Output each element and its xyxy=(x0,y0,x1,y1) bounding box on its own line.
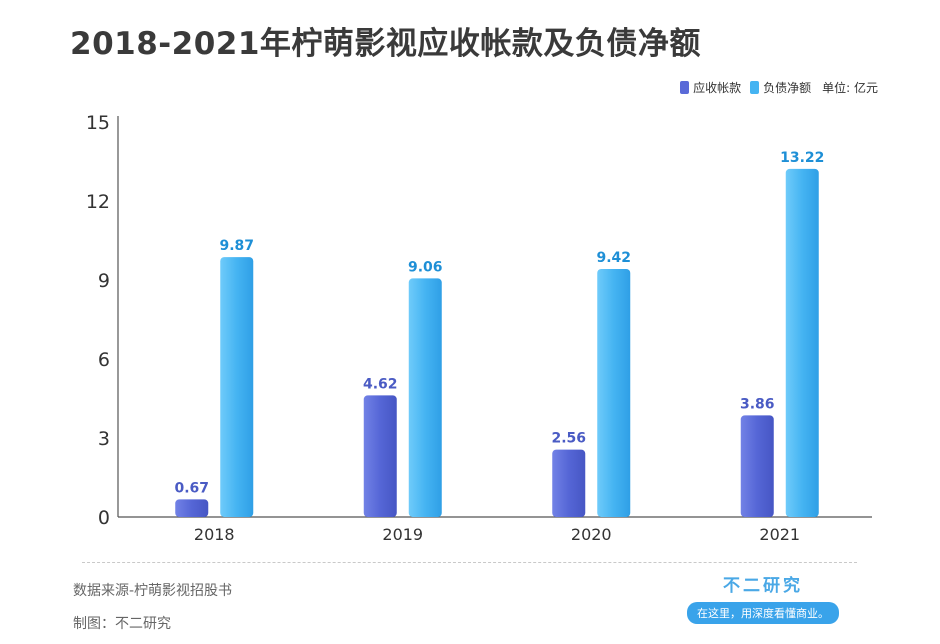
legend: 应收帐款 负债净额 单位: 亿元 xyxy=(680,79,878,96)
bar-receivables-2019 xyxy=(363,395,397,517)
y-tick-label: 6 xyxy=(98,349,110,371)
x-tick-label: 2020 xyxy=(571,525,612,544)
data-source: 数据来源-柠萌影视招股书 xyxy=(73,583,233,599)
data-label: 3.86 xyxy=(740,396,775,412)
y-tick-label: 3 xyxy=(98,428,110,450)
legend-item-receivables: 应收帐款 xyxy=(680,79,741,96)
bar-chart: 0 3 6 9 12 15 2018 2019 2020 2021 0.67 9.87 4.62 9.… xyxy=(86,112,872,544)
data-label: 4.62 xyxy=(363,376,398,392)
y-tick-label: 0 xyxy=(98,507,110,529)
bar-receivables-2020 xyxy=(552,449,586,517)
legend-swatch-net-liabilities xyxy=(750,81,760,94)
data-labels: 0.67 9.87 4.62 9.06 2.56 9.42 3.86 13.22 xyxy=(174,150,824,496)
bars xyxy=(175,168,819,517)
y-tick-label: 12 xyxy=(86,191,110,213)
bar-net-liabilities-2018 xyxy=(220,257,254,517)
data-label: 9.42 xyxy=(596,250,631,266)
data-label: 13.22 xyxy=(780,150,824,166)
chart-credit: 制图：不二研究 xyxy=(73,616,171,632)
bar-net-liabilities-2020 xyxy=(597,268,631,517)
y-tick-labels: 0 3 6 9 12 15 xyxy=(86,112,110,529)
legend-label-receivables: 应收帐款 xyxy=(693,81,742,95)
brand-name: 不二研究 xyxy=(723,576,803,596)
brand-block: 不二研究 在这里，用深度看懂商业。 xyxy=(678,571,848,624)
data-label: 0.67 xyxy=(174,480,209,496)
y-tick-label: 15 xyxy=(86,112,110,134)
bar-receivables-2021 xyxy=(740,415,774,517)
x-tick-label: 2019 xyxy=(382,525,423,544)
x-tick-labels: 2018 2019 2020 2021 xyxy=(194,525,800,544)
legend-item-net-liabilities: 负债净额 xyxy=(750,79,811,96)
x-tick-label: 2021 xyxy=(759,525,800,544)
bar-net-liabilities-2021 xyxy=(785,168,819,517)
legend-swatch-receivables xyxy=(680,81,690,94)
data-label: 2.56 xyxy=(551,431,586,447)
data-label: 9.87 xyxy=(219,238,254,254)
y-tick-label: 9 xyxy=(98,270,110,292)
x-tick-label: 2018 xyxy=(194,525,235,544)
chart-title: 2018-2021年柠萌影视应收帐款及负债净额 xyxy=(70,26,701,62)
brand-slogan: 在这里，用深度看懂商业。 xyxy=(687,602,839,624)
bar-receivables-2018 xyxy=(175,499,209,517)
data-label: 9.06 xyxy=(408,259,443,275)
unit-label: 单位: 亿元 xyxy=(822,81,878,95)
footer-divider xyxy=(82,562,857,563)
legend-label-net-liabilities: 负债净额 xyxy=(763,81,812,95)
bar-net-liabilities-2019 xyxy=(408,278,442,517)
